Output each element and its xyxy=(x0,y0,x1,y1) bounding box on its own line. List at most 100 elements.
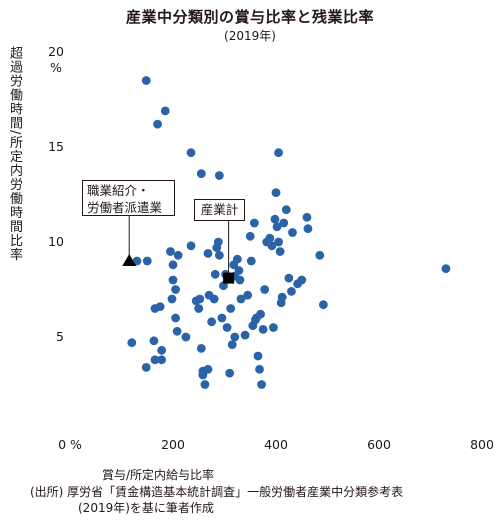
data-point xyxy=(172,326,182,336)
data-point xyxy=(141,363,151,372)
x-tick-label: 800 xyxy=(470,437,494,452)
data-point xyxy=(153,119,162,129)
source-note: (出所) 厚労省「賃金構造基本統計調査」一般労働者産業中分類参考表 (2019年… xyxy=(30,484,403,516)
data-point xyxy=(166,247,175,256)
x-tick-label: 200 xyxy=(161,437,185,452)
data-point xyxy=(287,287,296,296)
data-point xyxy=(150,355,160,365)
data-point xyxy=(284,273,294,283)
data-point xyxy=(272,222,282,232)
data-point xyxy=(260,285,270,294)
data-point xyxy=(441,264,451,273)
x-tick-label: 400 xyxy=(264,437,288,452)
data-point xyxy=(171,285,180,294)
highlight-markers xyxy=(122,216,235,284)
data-point xyxy=(213,237,223,247)
axes: 0 % 200 400 600 800 5 10 15 20% xyxy=(48,44,494,452)
y-tick-label: 20 xyxy=(48,44,64,59)
data-point xyxy=(203,249,213,258)
data-point xyxy=(171,313,180,323)
y-tick-label: 10 xyxy=(48,234,64,249)
data-point xyxy=(132,256,142,266)
data-point xyxy=(275,247,285,256)
data-point xyxy=(318,300,328,310)
data-points xyxy=(127,76,451,389)
data-point xyxy=(207,317,217,327)
x-axis-label: 賞与/所定内給与比率 xyxy=(102,468,215,482)
data-point xyxy=(302,212,312,222)
data-point xyxy=(243,290,253,300)
data-point xyxy=(196,344,206,353)
data-point xyxy=(195,294,205,304)
data-point xyxy=(281,205,291,215)
chart-title: 産業中分類別の賞与比率と残業比率 xyxy=(125,8,374,26)
x-tick-label: 600 xyxy=(367,437,391,452)
data-point xyxy=(226,304,236,313)
y-axis-label: 超過労働時間/所定内労働時間比率 xyxy=(7,46,22,262)
data-point xyxy=(225,368,235,378)
data-point xyxy=(203,364,213,374)
data-point xyxy=(160,106,170,116)
data-point xyxy=(155,302,165,311)
data-point xyxy=(288,228,297,237)
data-point xyxy=(167,294,177,304)
data-point xyxy=(274,148,283,158)
data-point xyxy=(141,76,151,85)
data-point xyxy=(277,292,287,302)
source-line-1: (出所) 厚労省「賃金構造基本統計調査」一般労働者産業中分類参考表 xyxy=(30,485,404,499)
data-point xyxy=(249,218,259,228)
data-point xyxy=(210,269,220,279)
data-point xyxy=(157,355,167,365)
data-point xyxy=(297,275,307,285)
data-point xyxy=(142,256,152,266)
annotation-line: 労働者派遣業 xyxy=(87,200,163,215)
data-point xyxy=(230,332,240,342)
data-point xyxy=(267,241,277,251)
data-point xyxy=(258,325,268,334)
data-point xyxy=(209,294,219,304)
data-point xyxy=(232,254,242,264)
y-unit-label: % xyxy=(50,60,62,75)
data-point xyxy=(127,338,137,348)
data-point xyxy=(257,380,266,389)
data-point xyxy=(303,224,313,234)
chart-subtitle: (2019年) xyxy=(224,29,276,43)
data-point xyxy=(181,332,191,342)
data-point xyxy=(186,241,196,251)
annotation-line: 産業計 xyxy=(200,202,239,217)
data-point xyxy=(269,323,278,332)
data-point xyxy=(214,171,224,180)
annotation-staffing-industry: 職業紹介・ 労働者派遣業 xyxy=(82,180,175,216)
data-point xyxy=(194,304,204,313)
data-point xyxy=(246,256,256,266)
data-point xyxy=(173,250,183,260)
data-point xyxy=(265,233,275,243)
data-point xyxy=(279,218,289,228)
annotation-all-industries: 産業計 xyxy=(194,199,245,221)
triangle-marker xyxy=(122,254,137,266)
data-point xyxy=(157,345,167,355)
source-line-2: (2019年)を基に筆者作成 xyxy=(78,501,214,515)
data-point xyxy=(222,323,232,332)
data-point xyxy=(168,260,178,270)
annotation-line: 職業紹介・ xyxy=(87,183,150,198)
data-point xyxy=(315,250,325,260)
data-point xyxy=(186,148,196,158)
data-point xyxy=(274,237,283,247)
x-tick-label: 0 % xyxy=(58,437,82,452)
data-point xyxy=(149,336,159,346)
data-point xyxy=(270,214,280,224)
data-point xyxy=(214,250,224,260)
data-point xyxy=(255,364,264,374)
data-point xyxy=(235,275,245,285)
data-point xyxy=(234,266,244,275)
data-point xyxy=(236,294,246,304)
y-tick-label: 15 xyxy=(48,139,64,154)
data-point xyxy=(217,313,227,323)
data-point xyxy=(271,188,281,198)
data-point xyxy=(245,231,255,241)
data-point xyxy=(256,309,265,319)
square-marker xyxy=(223,272,235,284)
data-point xyxy=(227,340,237,349)
